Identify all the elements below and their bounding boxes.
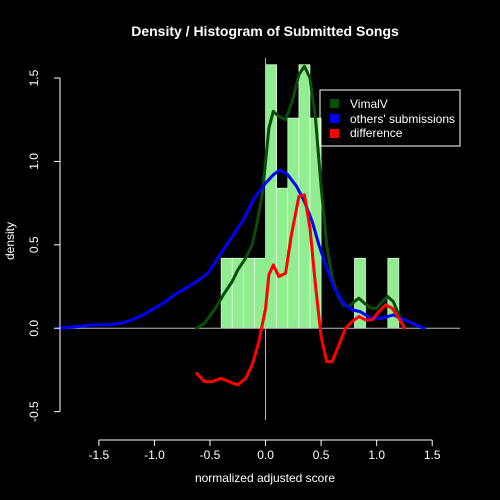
legend-swatch-difference [330,129,339,138]
legend-box [319,89,461,147]
legend-label-vimalv: VimalV [350,97,388,111]
density-curve-others-submissions [56,168,426,330]
density-curve-vimalv [195,64,406,330]
histogram-bar-5 [276,187,289,329]
reference-lines [60,58,460,420]
x-tick-label-2: -0.5 [200,448,221,462]
chart-title: Density / Histogram of Submitted Songs [131,23,399,39]
density-curves [56,64,426,387]
y-tick-label-2: 0.5 [27,236,41,253]
legend-swatch-vimalv [330,99,339,108]
x-tick-label-3: 0.0 [257,448,274,462]
x-tick-label-0: -1.5 [89,448,110,462]
y-tick-label-1: 0.0 [27,320,41,337]
x-axis-label: normalized adjusted score [195,471,335,485]
x-tick-label-4: 0.5 [313,448,330,462]
legend: VimalV others' submissions difference [319,89,461,147]
density-curve-difference [195,193,406,387]
legend-label-difference: difference [350,126,403,140]
y-tick-label-3: 1.0 [27,153,41,170]
x-tick-label-5: 1.0 [368,448,385,462]
x-tick-label-6: 1.5 [424,448,441,462]
y-tick-label-4: 1.5 [27,69,41,86]
axes: -1.5 -1.0 -0.5 0.0 0.5 1.0 1.5 -0.5 0.0 0.5 1.0 1.5 [27,69,441,462]
histogram-bar-2 [243,257,255,329]
x-tick-label-1: -1.0 [144,448,165,462]
y-tick-label-0: -0.5 [27,401,41,422]
legend-swatch-others [330,114,339,123]
legend-label-others: others' submissions [350,112,455,126]
y-axis-label: density [3,222,17,260]
